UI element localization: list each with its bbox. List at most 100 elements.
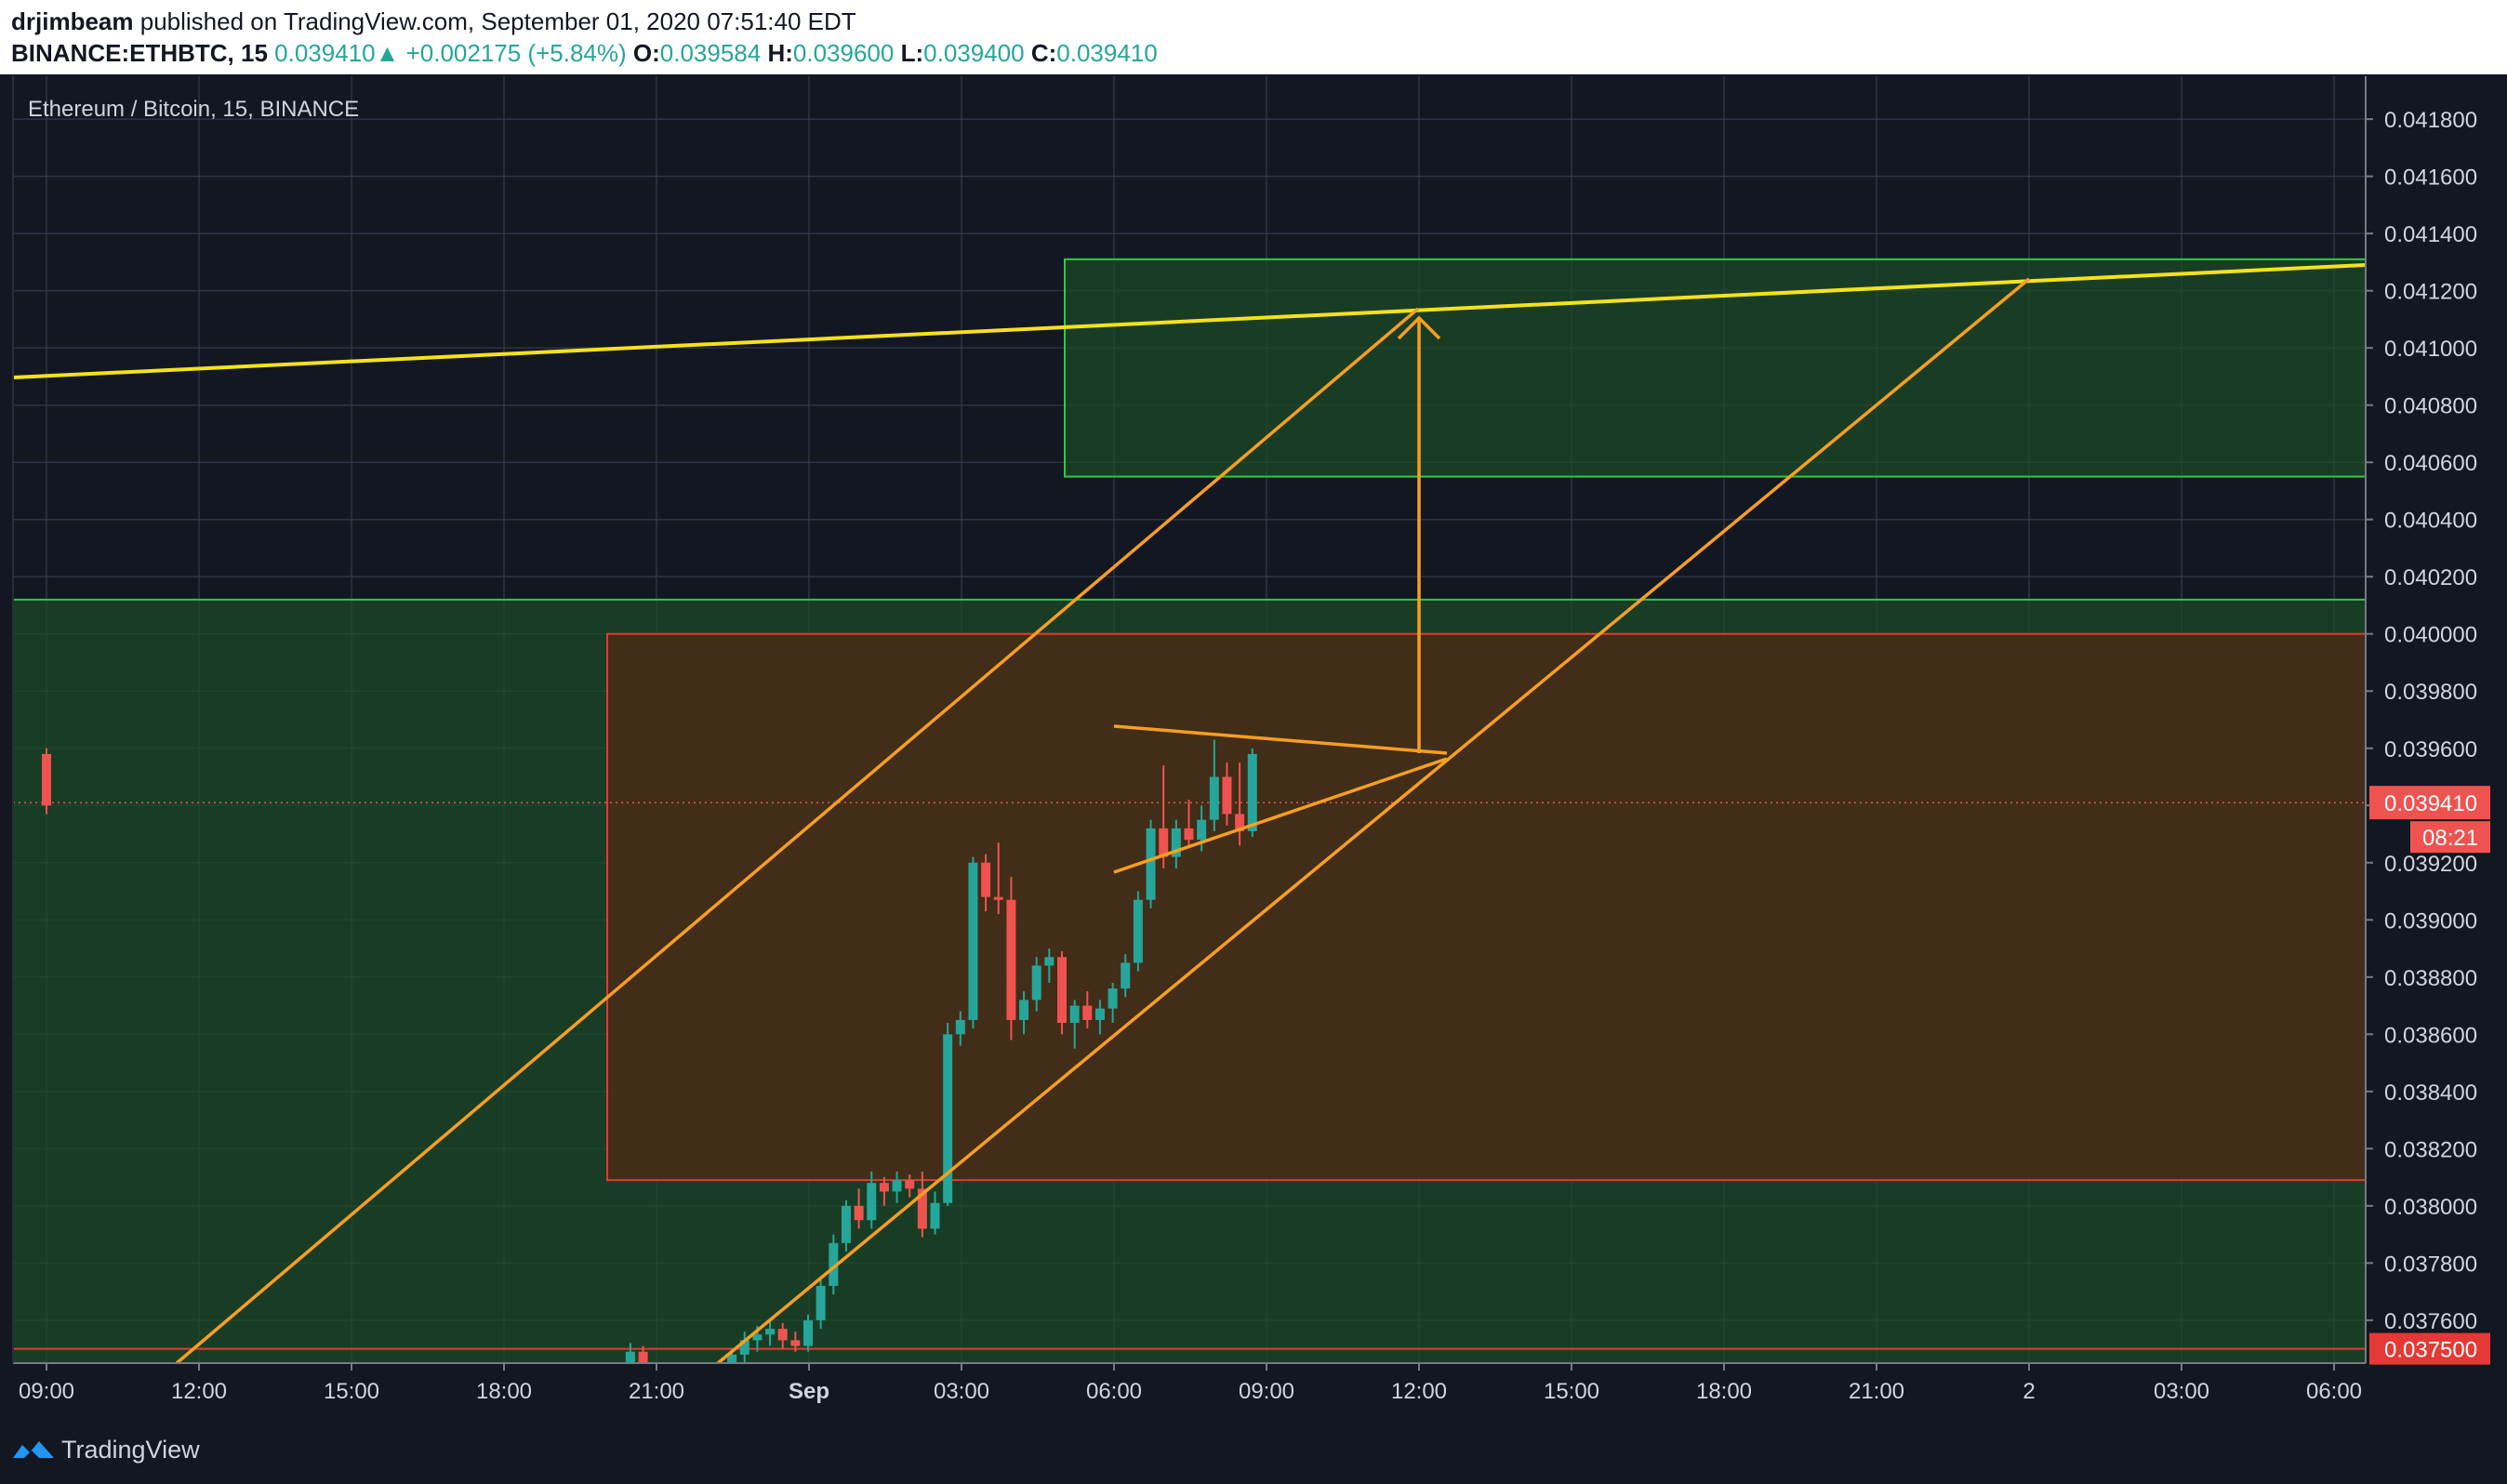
- candle-body: [905, 1180, 915, 1189]
- candle-body: [625, 1351, 635, 1363]
- candles: [42, 739, 1257, 1378]
- ohlc-legend: BINANCE:ETHBTC, 15 0.039410▲ +0.002175 (…: [11, 39, 1158, 68]
- candle-body: [968, 862, 978, 1020]
- pennant-upper-line: [1113, 724, 1448, 755]
- candle-body: [955, 1019, 965, 1035]
- price-tick-label: 0.039600: [2384, 737, 2477, 762]
- symbol-label: BINANCE:ETHBTC, 15: [11, 39, 268, 67]
- price-tick-label: 0.040400: [2384, 509, 2477, 534]
- candle-body: [829, 1242, 839, 1286]
- candle-body: [917, 1188, 927, 1229]
- time-tick-label: 06:00: [2306, 1379, 2362, 1404]
- candle-body: [879, 1183, 889, 1192]
- price-tick-label: 0.039000: [2384, 908, 2477, 934]
- drawings[interactable]: [12, 263, 2367, 1365]
- time-tick-label: 09:00: [19, 1379, 74, 1404]
- publish-header: drjimbeam published on TradingView.com, …: [0, 0, 2507, 74]
- time-tick-label: 12:00: [1391, 1379, 1447, 1404]
- candle-body: [854, 1205, 864, 1221]
- high-label: H:: [767, 39, 793, 67]
- candle-body: [1197, 819, 1207, 841]
- price-tick-label: 0.038800: [2384, 966, 2477, 991]
- published-text: published on TradingView.com, September …: [139, 7, 856, 35]
- candle-body: [1094, 1008, 1105, 1020]
- candle-body: [930, 1202, 940, 1229]
- price-tick-label: 0.041400: [2384, 222, 2477, 247]
- candle-body: [981, 862, 991, 897]
- candle-body: [777, 1329, 788, 1341]
- change-arrow-icon: ▲: [375, 39, 400, 67]
- candle-body: [1159, 828, 1169, 857]
- candle-body: [752, 1334, 763, 1341]
- candle-body: [1133, 899, 1143, 963]
- time-tick-label: 03:00: [2154, 1379, 2209, 1404]
- candle-body: [1121, 962, 1131, 989]
- time-tick-label: 21:00: [1849, 1379, 1904, 1404]
- footer: TradingView: [0, 1408, 2507, 1484]
- price-tick-label: 0.040600: [2384, 451, 2477, 476]
- resistance-trendline: [12, 263, 2367, 379]
- time-tick-label: 2: [2023, 1379, 2035, 1404]
- candle-body: [1171, 828, 1181, 857]
- candle-body: [790, 1340, 801, 1346]
- price-tick-label: 0.041800: [2384, 108, 2477, 133]
- chart-zones: [13, 258, 2367, 1363]
- candle-body: [993, 896, 1003, 900]
- candle-body: [816, 1285, 826, 1320]
- open-value: 0.039584: [659, 39, 762, 67]
- channel-upper-line: [175, 307, 1420, 1365]
- candle-body: [841, 1205, 851, 1243]
- price-tick-label: 0.038000: [2384, 1195, 2477, 1220]
- candle-body: [867, 1183, 877, 1221]
- tradingview-logo-icon[interactable]: [11, 1436, 58, 1465]
- tradingview-brand[interactable]: TradingView: [61, 1436, 200, 1464]
- price-tick-label: 0.040000: [2384, 623, 2477, 648]
- time-tick-label: 18:00: [476, 1379, 532, 1404]
- price-change: +0.002175 (+5.84%): [405, 39, 627, 67]
- target-arrow-head: [1397, 315, 1441, 340]
- candle-body: [1184, 828, 1194, 841]
- price-tick-label: 0.038400: [2384, 1080, 2477, 1106]
- candle-body: [1146, 828, 1156, 900]
- chart-axes: 0.041800 0.041600 0.041400 0.041200 0.041000…: [0, 76, 2507, 1408]
- candle-body: [1108, 988, 1118, 1009]
- candle-body: [638, 1351, 648, 1367]
- candle-body: [943, 1034, 953, 1203]
- close-label: C:: [1030, 39, 1057, 67]
- candle-body: [1082, 1005, 1093, 1020]
- candle-body: [765, 1329, 776, 1335]
- candle-body: [1209, 776, 1219, 820]
- candle-body: [1222, 776, 1232, 815]
- candle-body: [1069, 1005, 1080, 1024]
- time-tick-label: 06:00: [1086, 1379, 1142, 1404]
- candle-body: [1044, 957, 1055, 966]
- price-tick-label: 0.038600: [2384, 1023, 2477, 1048]
- time-axis: [0, 1363, 2507, 1408]
- candle-body: [1019, 1000, 1029, 1020]
- countdown-badge-label: 08:21: [2422, 826, 2478, 851]
- time-tick-label: 12:00: [171, 1379, 227, 1404]
- close-value: 0.039410: [1056, 39, 1158, 67]
- candle-body: [1006, 899, 1016, 1020]
- candle-body: [1057, 957, 1067, 1024]
- price-tick-label: 0.037800: [2384, 1252, 2477, 1277]
- price-tick-label: 0.041200: [2384, 280, 2477, 305]
- price-tick-label: 0.041600: [2384, 166, 2477, 191]
- candle-body: [1247, 753, 1257, 831]
- candle-body: [739, 1340, 749, 1355]
- author-name[interactable]: drjimbeam: [11, 7, 134, 35]
- candle-body: [892, 1180, 902, 1192]
- price-tick-label: 0.041000: [2384, 337, 2477, 362]
- publish-info: drjimbeam published on TradingView.com, …: [11, 7, 856, 36]
- countdown-badge: [2410, 821, 2490, 854]
- price-axis: [2366, 76, 2507, 1372]
- resistance-zone: [606, 632, 2367, 1182]
- candle-body: [803, 1319, 813, 1346]
- candle-body: [42, 753, 51, 806]
- high-value: 0.039600: [792, 39, 895, 67]
- time-tick-label: 03:00: [934, 1379, 989, 1404]
- candle-body: [1235, 814, 1245, 831]
- time-tick-label: 18:00: [1696, 1379, 1752, 1404]
- last-price: 0.039410: [274, 39, 376, 67]
